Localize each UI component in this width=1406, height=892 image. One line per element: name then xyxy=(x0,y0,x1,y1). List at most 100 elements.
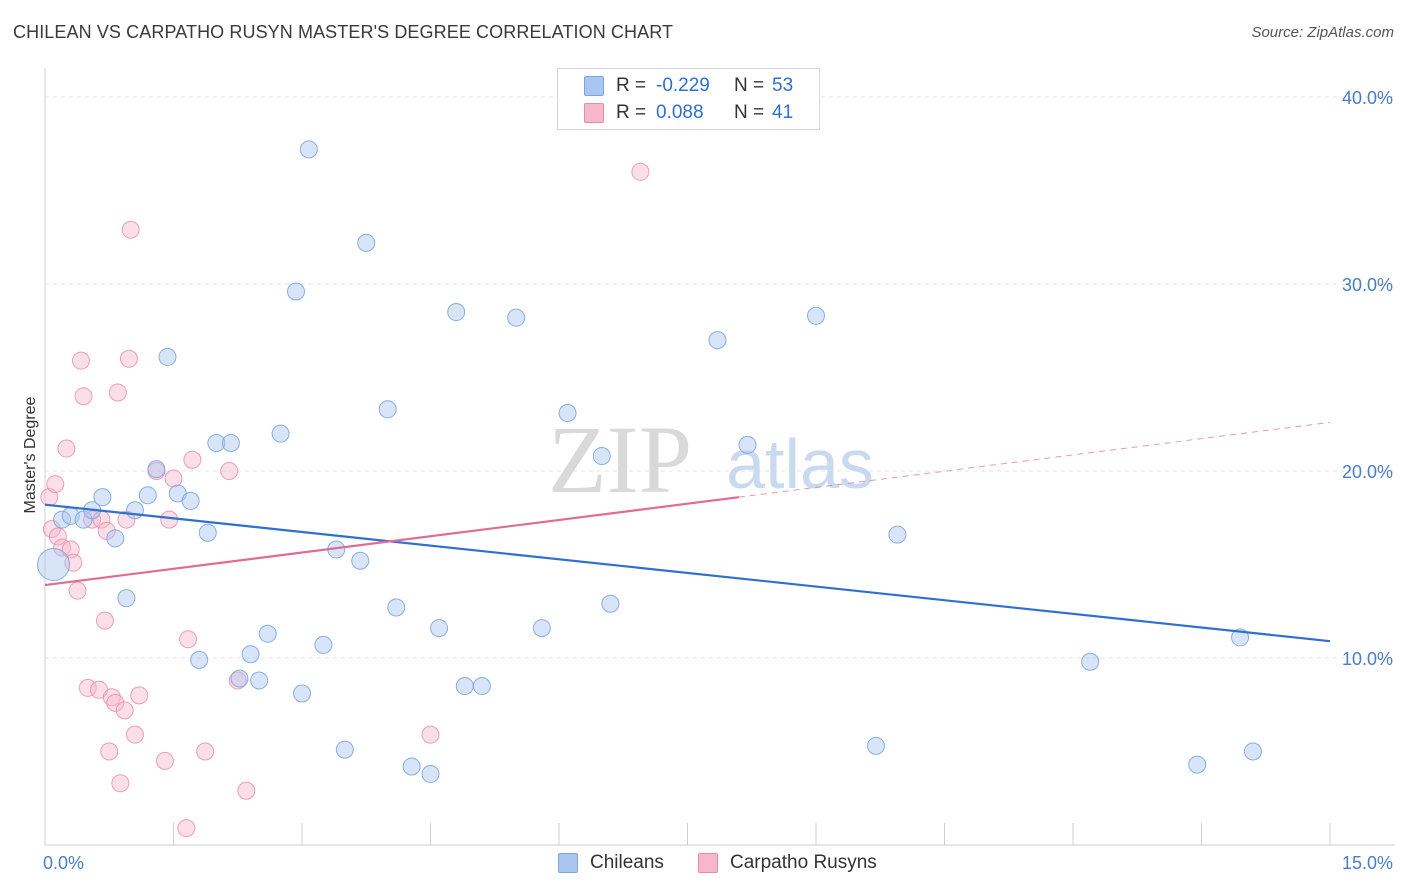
carpatho-rusyns-point xyxy=(42,519,61,538)
chileans-point xyxy=(708,331,727,350)
carpatho-rusyns-point xyxy=(160,510,179,529)
chileans-point xyxy=(592,447,611,466)
chileans-point xyxy=(207,433,226,452)
chileans-point xyxy=(271,424,290,443)
chileans-point xyxy=(299,140,318,159)
series-chileans-points xyxy=(37,140,1262,783)
y-tick-label: 10.0% xyxy=(1342,649,1393,669)
carpatho-rusyns-point xyxy=(78,678,97,697)
y-tick-label: 40.0% xyxy=(1342,88,1393,108)
legend-item-chileans: Chileans xyxy=(590,852,664,873)
carpatho-rusyns-trend-extension xyxy=(738,421,1331,498)
chileans-point xyxy=(158,347,177,366)
chileans-point xyxy=(1243,742,1262,761)
chileans-point xyxy=(53,510,72,529)
carpatho-rusyns-point xyxy=(183,450,202,469)
carpatho-rusyns-point xyxy=(111,774,130,793)
chileans-point xyxy=(507,308,526,327)
legend-swatch-carpatho-rusyns xyxy=(698,853,718,873)
carpatho-rusyns-point xyxy=(125,725,144,744)
chileans-point xyxy=(221,433,240,452)
legend-n-value: 41 xyxy=(772,102,794,123)
carpatho-rusyns-point xyxy=(421,725,440,744)
chileans-point xyxy=(532,619,551,638)
chileans-point xyxy=(351,551,370,570)
chileans-point xyxy=(421,764,440,783)
carpatho-rusyns-trend-line xyxy=(44,496,740,587)
chileans-point xyxy=(258,624,277,643)
carpatho-rusyns-point xyxy=(106,693,125,712)
chileans-point xyxy=(472,677,491,696)
y-axis-label: Master's Degree xyxy=(22,396,39,513)
x-tick-label: 0.0% xyxy=(43,853,84,873)
chileans-point xyxy=(147,460,166,479)
chileans-point xyxy=(738,435,757,454)
carpatho-rusyns-point xyxy=(100,742,119,761)
chileans-point xyxy=(230,669,249,688)
watermark-zip: ZIP xyxy=(548,406,692,513)
chileans-point xyxy=(93,488,112,507)
chart-title: CHILEAN VS CARPATHO RUSYN MASTER'S DEGRE… xyxy=(13,22,674,42)
carpatho-rusyns-point xyxy=(179,630,198,649)
chileans-trend-line xyxy=(44,503,1331,643)
source-label: Source: ZipAtlas.com xyxy=(1251,24,1394,41)
carpatho-rusyns-point xyxy=(71,351,90,370)
chileans-point xyxy=(241,645,260,664)
carpatho-rusyns-point xyxy=(155,751,174,770)
chileans-point xyxy=(1081,652,1100,671)
x-tick-label: 15.0% xyxy=(1342,853,1393,873)
carpatho-rusyns-point xyxy=(74,387,93,406)
carpatho-rusyns-point xyxy=(108,383,127,402)
carpatho-rusyns-point xyxy=(177,819,196,838)
stats-legend: R = -0.229 N = 53 R = 0.088 N = 41 xyxy=(557,68,820,130)
legend-swatch-chileans xyxy=(558,853,578,873)
chileans-point xyxy=(106,529,125,548)
legend-r-value: -0.229 xyxy=(656,75,710,96)
chileans-point xyxy=(287,282,306,301)
legend-swatch-chileans xyxy=(584,76,604,96)
legend-item-carpatho-rusyns: Carpatho Rusyns xyxy=(730,852,877,873)
carpatho-rusyns-point xyxy=(95,611,114,630)
chileans-point xyxy=(250,671,269,690)
watermark: ZIP atlas xyxy=(548,406,874,513)
chileans-point xyxy=(117,589,136,608)
legend-n-value: 53 xyxy=(772,75,794,96)
chileans-point xyxy=(190,650,209,669)
chileans-point xyxy=(198,523,217,542)
legend-n-label: N = xyxy=(734,102,765,123)
chileans-point xyxy=(1231,628,1250,647)
chileans-point xyxy=(378,400,397,419)
tick-labels: 10.0% 20.0% 30.0% 40.0% 0.0% 15.0% xyxy=(43,88,1393,873)
legend-r-label: R = xyxy=(616,102,647,123)
legend-swatch-carpatho-rusyns xyxy=(584,103,604,123)
chileans-point xyxy=(430,619,449,638)
carpatho-rusyns-point xyxy=(121,220,140,239)
chileans-point xyxy=(601,594,620,613)
carpatho-rusyns-point xyxy=(102,688,121,707)
chileans-point xyxy=(402,757,421,776)
carpatho-rusyns-point xyxy=(57,439,76,458)
chileans-point xyxy=(125,501,144,520)
chileans-point xyxy=(447,303,466,322)
chileans-point xyxy=(138,486,157,505)
carpatho-rusyns-point xyxy=(196,742,215,761)
carpatho-rusyns-point xyxy=(48,527,67,546)
chileans-point xyxy=(37,548,71,581)
chileans-point xyxy=(357,233,376,252)
trend-lines xyxy=(44,421,1331,643)
legend-r-value: 0.088 xyxy=(656,102,704,123)
carpatho-rusyns-point xyxy=(46,475,65,494)
legend-n-label: N = xyxy=(734,75,765,96)
chileans-point xyxy=(293,684,311,703)
carpatho-rusyns-point xyxy=(119,349,138,368)
series-carpatho-rusyns-points xyxy=(40,162,650,838)
carpatho-rusyns-point xyxy=(130,686,149,705)
y-tick-label: 30.0% xyxy=(1342,275,1393,295)
axes xyxy=(44,68,1395,846)
carpatho-rusyns-point xyxy=(631,162,650,181)
legend-r-label: R = xyxy=(616,75,647,96)
chileans-point xyxy=(866,736,885,755)
carpatho-rusyns-point xyxy=(220,462,239,480)
carpatho-rusyns-point xyxy=(68,581,87,600)
